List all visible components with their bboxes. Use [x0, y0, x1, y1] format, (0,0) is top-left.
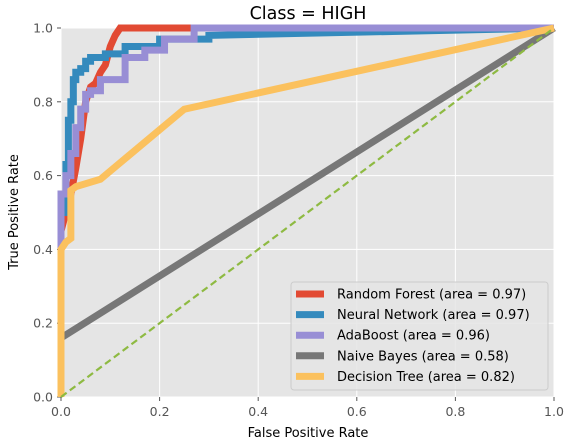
y-tick-label: 0.2 [33, 316, 53, 331]
diagonal-reference-line [60, 27, 555, 398]
x-tick-label: 0.0 [51, 404, 71, 419]
y-axis-ticks: 0.0 0.2 0.4 0.6 0.8 1.0 [33, 21, 61, 405]
y-axis-label: True Positive Rate [7, 154, 22, 271]
x-tick-label: 0.2 [150, 404, 170, 419]
x-axis-ticks: 0.0 0.2 0.4 0.6 0.8 1.0 [51, 397, 564, 419]
y-tick-label: 0.6 [33, 168, 53, 183]
series-line-decision-tree [57, 24, 555, 397]
chart-title: Class = HIGH [250, 4, 367, 24]
series-line-neural-network [57, 24, 555, 397]
series-lines [57, 24, 556, 398]
legend-label: Naive Bayes (area = 0.58) [337, 349, 509, 364]
y-tick-label: 0.8 [33, 94, 53, 109]
legend-label: Random Forest (area = 0.97) [337, 288, 526, 303]
series-line-adaboost [57, 24, 554, 397]
y-tick-label: 0.4 [33, 242, 53, 257]
x-tick-label: 0.4 [248, 404, 268, 419]
y-tick-label: 0.0 [33, 390, 53, 405]
legend: Random Forest (area = 0.97) Neural Networ… [290, 281, 549, 391]
x-axis-label: False Positive Rate [248, 426, 369, 441]
x-tick-label: 0.6 [347, 404, 367, 419]
legend-box [290, 281, 549, 391]
x-tick-label: 1.0 [544, 404, 564, 419]
y-tick-label: 1.0 [33, 21, 53, 36]
x-tick-label: 0.8 [445, 404, 465, 419]
legend-label: Decision Tree (area = 0.82) [337, 370, 515, 385]
legend-label: AdaBoost (area = 0.96) [337, 329, 490, 344]
legend-label: Neural Network (area = 0.97) [337, 308, 530, 323]
